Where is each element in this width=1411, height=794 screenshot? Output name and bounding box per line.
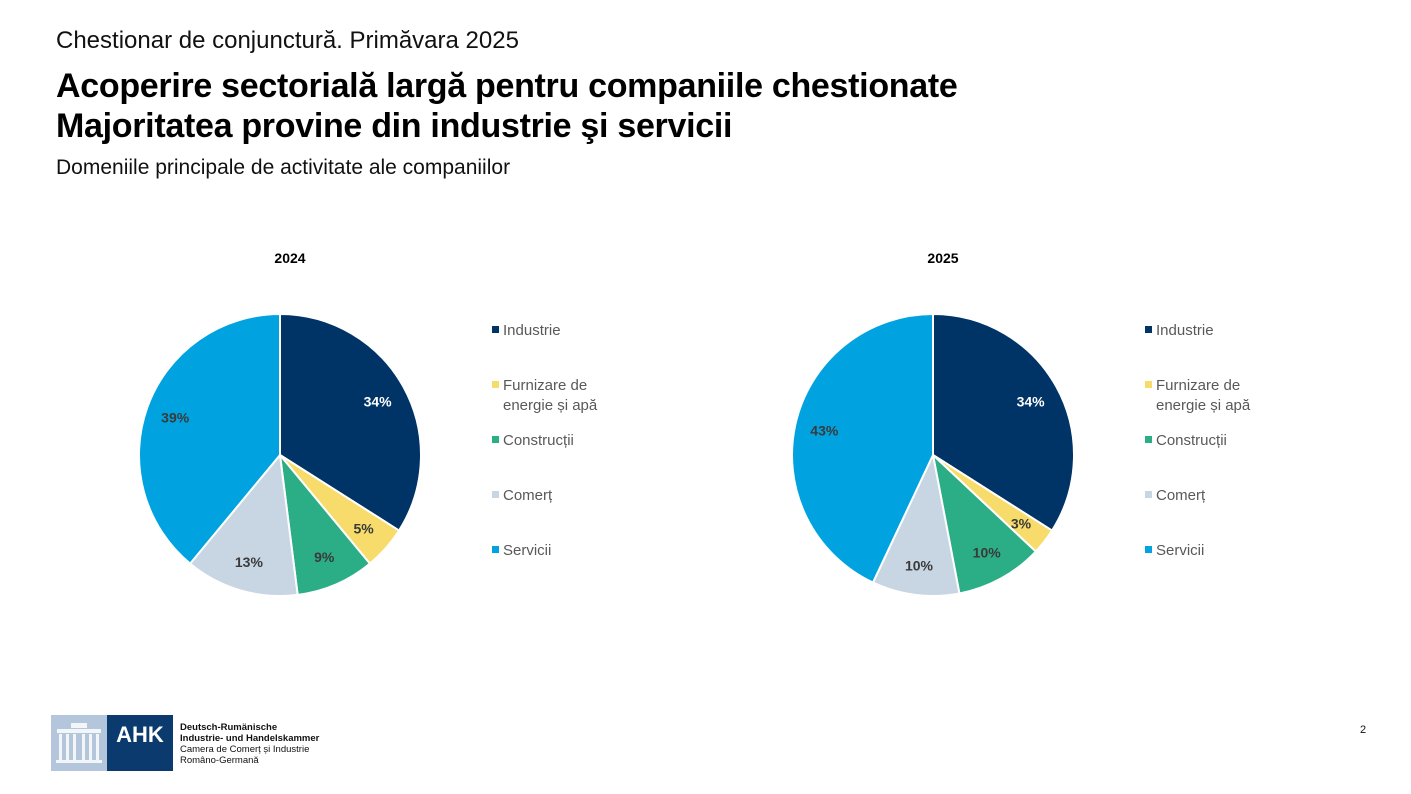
pie-slice bbox=[279, 454, 371, 596]
report-kicker: Chestionar de conjunctură. Primăvara 202… bbox=[56, 27, 519, 54]
slice-data-label: 34% bbox=[1017, 393, 1046, 409]
pie-slice bbox=[189, 454, 299, 597]
legend-label: Construcții bbox=[503, 432, 574, 449]
chart-title: 2025 bbox=[927, 250, 958, 266]
legend-swatch bbox=[1145, 326, 1152, 333]
legend-swatch bbox=[492, 326, 499, 333]
legend-label: energie și apă bbox=[503, 397, 598, 414]
legend-swatch bbox=[492, 381, 499, 388]
legend-label: Furnizare de bbox=[503, 377, 587, 394]
legend-label: Servicii bbox=[503, 542, 551, 559]
ahk-logo: AHK bbox=[51, 715, 173, 771]
legend-swatch bbox=[1145, 436, 1152, 443]
legend-label: Construcții bbox=[1156, 432, 1227, 449]
slice-data-label: 10% bbox=[973, 545, 1002, 561]
slice-data-label: 13% bbox=[235, 554, 264, 570]
slice-data-label: 39% bbox=[161, 409, 190, 425]
pie-slice bbox=[138, 313, 281, 565]
slice-data-label: 5% bbox=[353, 521, 374, 537]
legend-label: Servicii bbox=[1156, 542, 1204, 559]
pie-slice bbox=[932, 454, 1037, 595]
pie-slice bbox=[791, 313, 934, 584]
legend-swatch bbox=[492, 491, 499, 498]
legend-swatch bbox=[492, 546, 499, 553]
slice-data-label: 10% bbox=[905, 558, 934, 574]
legend-label: Comerț bbox=[1156, 487, 1206, 504]
slice-data-label: 9% bbox=[314, 549, 335, 565]
headline-line-1: Acoperire sectorială largă pentru compan… bbox=[56, 67, 958, 105]
legend-label: Industrie bbox=[1156, 322, 1214, 339]
slice-data-label: 43% bbox=[810, 423, 839, 439]
page-headline: Acoperire sectorială largă pentru compan… bbox=[56, 66, 958, 146]
page-number: 2 bbox=[1360, 724, 1367, 736]
org-line-2: Industrie- und Handelskammer bbox=[180, 733, 320, 744]
legend-swatch bbox=[1145, 381, 1152, 388]
organization-name: Deutsch-Rumänische Industrie- und Handel… bbox=[180, 722, 319, 766]
org-line-3: Camera de Comerț și Industrie bbox=[180, 744, 310, 755]
legend-label: Comerț bbox=[503, 487, 553, 504]
pie-slice bbox=[871, 454, 961, 597]
legend-swatch bbox=[492, 436, 499, 443]
org-line-4: Româno-Germană bbox=[180, 755, 259, 766]
headline-line-2: Majoritatea provine din industrie şi ser… bbox=[56, 107, 733, 145]
slice-data-label: 3% bbox=[1011, 515, 1032, 531]
page-subtitle: Domeniile principale de activitate ale c… bbox=[56, 156, 511, 179]
legend-swatch bbox=[1145, 491, 1152, 498]
legend-label: Furnizare de bbox=[1156, 377, 1240, 394]
org-line-1: Deutsch-Rumänische bbox=[180, 722, 278, 733]
legend-label: energie și apă bbox=[1156, 397, 1251, 414]
legend-label: Industrie bbox=[503, 322, 561, 339]
slice-data-label: 34% bbox=[364, 393, 393, 409]
ahk-logo-text: AHK bbox=[116, 722, 164, 747]
legend-swatch bbox=[1145, 546, 1152, 553]
chart-title: 2024 bbox=[274, 250, 305, 266]
